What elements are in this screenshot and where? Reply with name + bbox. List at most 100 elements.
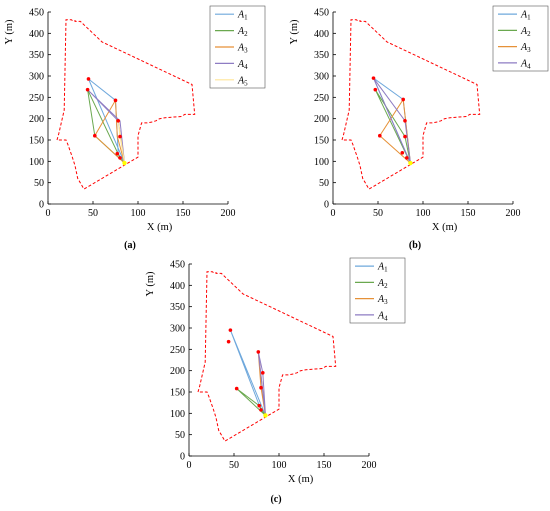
x-tick-label: 0 bbox=[187, 460, 192, 471]
y-tick-label: 350 bbox=[29, 50, 44, 61]
target-point bbox=[113, 98, 118, 103]
target-point bbox=[93, 133, 97, 138]
y-tick-label: 200 bbox=[29, 114, 44, 125]
target-point bbox=[259, 408, 263, 412]
target-point bbox=[115, 151, 120, 156]
y-tick-label: 50 bbox=[34, 178, 44, 189]
target-point bbox=[259, 385, 263, 390]
legend-label: A4 bbox=[377, 310, 388, 322]
target-point bbox=[403, 134, 407, 139]
x-tick-label: 100 bbox=[272, 460, 287, 471]
y-tick-label: 400 bbox=[314, 29, 329, 40]
target-point bbox=[371, 76, 376, 80]
y-tick-label: 100 bbox=[170, 409, 185, 420]
y-tick-label: 150 bbox=[314, 136, 329, 147]
target-point bbox=[400, 151, 405, 155]
target-point bbox=[226, 339, 231, 344]
legend-label: A3 bbox=[377, 294, 388, 306]
x-tick-label: 50 bbox=[88, 208, 98, 219]
target-point bbox=[373, 87, 378, 92]
legend-box bbox=[349, 257, 406, 324]
legend-box bbox=[492, 5, 549, 72]
y-tick-label: 300 bbox=[170, 324, 185, 335]
chart-panel-2: 0 50 100 150 200 0 50 100 150 200 250 300 350 400 450 X… bbox=[289, 5, 549, 251]
target-point bbox=[378, 133, 382, 138]
x-tick-label: 50 bbox=[229, 460, 239, 471]
y-tick-label: 350 bbox=[314, 50, 329, 61]
y-tick-label: 150 bbox=[29, 136, 44, 147]
panel-label: (a) bbox=[124, 240, 136, 251]
y-tick-label: 350 bbox=[170, 302, 185, 313]
x-tick-label: 200 bbox=[221, 208, 236, 219]
legend-label: A2 bbox=[520, 26, 531, 38]
x-tick-label: 150 bbox=[461, 208, 476, 219]
panel-label: (c) bbox=[270, 494, 281, 505]
chart-panel-3: 0 50 100 150 200 0 50 100 150 200 250 300 350 400 450 X… bbox=[145, 257, 406, 505]
y-tick-label: 450 bbox=[170, 260, 185, 271]
site-boundary-line bbox=[197, 271, 337, 442]
y-tick-label: 200 bbox=[314, 114, 329, 125]
legend-label: A5 bbox=[237, 75, 248, 87]
x-tick-label: 100 bbox=[131, 208, 146, 219]
y-tick-label: 450 bbox=[29, 8, 44, 19]
target-point bbox=[405, 156, 409, 160]
series-line-A4 bbox=[257, 351, 266, 416]
x-tick-label: 100 bbox=[416, 208, 431, 219]
target-point bbox=[116, 119, 120, 123]
x-tick-label: 150 bbox=[176, 208, 191, 219]
site-boundary-line bbox=[56, 19, 196, 190]
legend-label: A3 bbox=[520, 42, 531, 54]
y-axis-label: Y (m) bbox=[4, 19, 15, 44]
target-point bbox=[261, 371, 265, 375]
depot-point bbox=[122, 160, 127, 166]
legend-label: A4 bbox=[520, 58, 531, 70]
target-point bbox=[401, 97, 406, 102]
target-point bbox=[256, 350, 261, 354]
y-tick-label: 250 bbox=[314, 93, 329, 104]
legend-label: A1 bbox=[237, 10, 248, 22]
y-axis-label: Y (m) bbox=[289, 19, 300, 44]
depot-point bbox=[263, 413, 268, 418]
y-tick-label: 200 bbox=[170, 366, 185, 377]
y-tick-label: 0 bbox=[180, 452, 185, 463]
x-tick-label: 0 bbox=[331, 208, 336, 219]
y-tick-label: 250 bbox=[170, 345, 185, 356]
y-tick-label: 150 bbox=[170, 388, 185, 399]
chart-panel-1: 0 50 100 150 200 0 50 100 150 200 250 300 350 400 450 X… bbox=[4, 5, 266, 251]
legend-label: A3 bbox=[237, 43, 248, 55]
series-line-A2 bbox=[374, 89, 411, 164]
y-tick-label: 300 bbox=[314, 72, 329, 83]
y-tick-label: 400 bbox=[29, 29, 44, 40]
target-point bbox=[118, 134, 122, 139]
x-axis-label: X (m) bbox=[288, 474, 314, 485]
x-tick-label: 150 bbox=[317, 460, 332, 471]
site-boundary-line bbox=[341, 19, 481, 190]
legend-label: A2 bbox=[377, 278, 388, 290]
legend-label: A2 bbox=[237, 26, 248, 38]
y-tick-label: 0 bbox=[39, 200, 44, 211]
legend-label: A1 bbox=[377, 262, 388, 274]
y-tick-label: 0 bbox=[324, 200, 329, 211]
x-tick-label: 0 bbox=[46, 208, 51, 219]
target-point bbox=[85, 87, 90, 92]
x-axis-label: X (m) bbox=[432, 222, 458, 233]
x-tick-label: 200 bbox=[362, 460, 377, 471]
y-tick-label: 300 bbox=[29, 72, 44, 83]
y-tick-label: 50 bbox=[319, 178, 329, 189]
x-axis-label: X (m) bbox=[147, 222, 173, 233]
y-tick-label: 400 bbox=[170, 281, 185, 292]
y-axis-label: Y (m) bbox=[145, 271, 156, 296]
depot-point bbox=[408, 160, 413, 166]
x-tick-label: 200 bbox=[506, 208, 521, 219]
y-tick-label: 100 bbox=[29, 157, 44, 168]
y-tick-label: 250 bbox=[29, 93, 44, 104]
target-point bbox=[86, 77, 91, 81]
target-point bbox=[403, 119, 407, 123]
target-point bbox=[228, 328, 233, 332]
target-point bbox=[118, 156, 122, 160]
y-tick-label: 100 bbox=[314, 157, 329, 168]
x-tick-label: 50 bbox=[373, 208, 383, 219]
y-tick-label: 50 bbox=[175, 430, 185, 441]
y-tick-label: 450 bbox=[314, 8, 329, 19]
